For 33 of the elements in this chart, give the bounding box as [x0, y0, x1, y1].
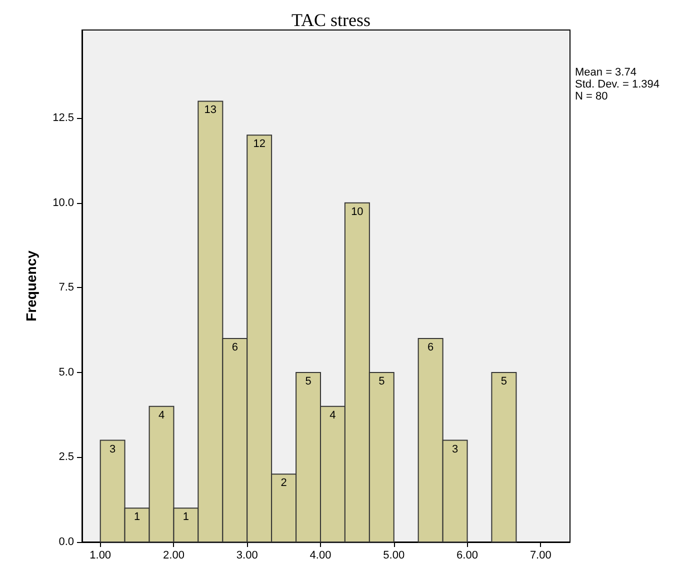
data-label: 1	[134, 511, 140, 524]
data-label: 6	[428, 342, 434, 354]
data-label: 5	[305, 375, 312, 388]
x-tick-label: 1.00	[90, 550, 112, 562]
chart-title: TAC stress	[291, 10, 371, 30]
x-tick-label: 4.00	[310, 550, 332, 562]
data-label: 3	[452, 443, 458, 456]
data-label: 5	[500, 375, 508, 388]
y-tick-label: 5.0	[58, 366, 74, 378]
x-tick-label: 7.00	[530, 550, 552, 562]
text: N = 80	[575, 90, 608, 102]
text: Mean = 3.74	[575, 66, 636, 78]
text: Std. Dev. = 1.394	[575, 78, 660, 90]
y-tick-label: 2.5	[58, 451, 74, 464]
data-label: 1	[182, 511, 190, 524]
data-label: 2	[280, 477, 287, 490]
data-label: 12	[253, 138, 266, 150]
data-label: 6	[232, 342, 238, 354]
data-label: 4	[330, 409, 336, 422]
data-label: 3	[110, 443, 116, 456]
data-label: 5	[378, 375, 385, 388]
y-axis-title: Frequency	[23, 250, 39, 322]
x-tick-label: 2.00	[163, 550, 184, 562]
y-tick-label: 0.0	[58, 536, 74, 548]
data-label: 4	[158, 409, 165, 422]
y-tick-label: 7.5	[58, 282, 74, 294]
x-tick-label: 6.00	[456, 550, 478, 562]
data-label: 10	[351, 206, 364, 218]
x-tick-label: 5.00	[383, 550, 405, 562]
x-tick-label: 3.00	[236, 550, 258, 562]
data-label: 13	[204, 104, 217, 116]
y-tick-label: 12.5	[52, 112, 74, 124]
y-tick-label: 10.0	[52, 196, 74, 209]
